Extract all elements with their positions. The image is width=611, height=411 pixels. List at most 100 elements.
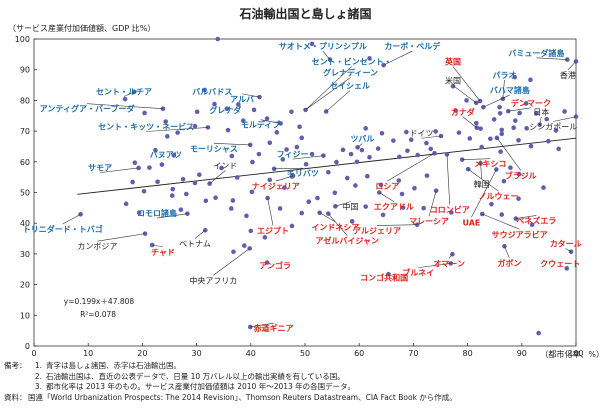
source-text: 国連「World Urbanization Prospects: The 201… [28, 392, 457, 402]
x-tick-label: 70 [408, 349, 418, 358]
data-point [228, 206, 234, 211]
data-point [414, 222, 420, 228]
point-label: キリバツ [287, 169, 319, 178]
data-point [299, 135, 305, 141]
y-tick-label: 90 [20, 66, 30, 75]
point-label: バミューダ諸島 [508, 48, 564, 58]
note-text: 青字は島しょ諸国、赤字は石油輸出国。 [46, 361, 181, 370]
leader-line [267, 197, 274, 226]
leader-line [152, 244, 164, 248]
leader-line [250, 322, 274, 328]
point-label: マレーシア [409, 217, 449, 226]
leader-line [508, 107, 532, 112]
leader-line [325, 90, 351, 112]
data-point [517, 110, 522, 116]
point-label: アルバ [230, 95, 254, 104]
x-tick-label: 100 [568, 349, 583, 358]
leader-line [274, 167, 303, 170]
data-point [344, 175, 350, 181]
data-point [194, 109, 200, 115]
note-number: 3. [34, 382, 42, 391]
point-label: 中央アフリカ [189, 275, 237, 285]
leader-line [275, 175, 294, 182]
point-label: セイシェル [330, 82, 370, 91]
data-point [523, 101, 529, 106]
point-label: バルバドス [192, 87, 232, 96]
point-label: ノルウェー [478, 192, 518, 201]
point-label: サウジアラビア [492, 229, 548, 239]
leader-line [87, 103, 164, 109]
data-point [396, 178, 402, 183]
note-number: 1. [34, 361, 42, 370]
data-point [215, 36, 221, 42]
data-point [280, 157, 286, 162]
point-label: ブルネイ [402, 268, 434, 278]
data-point [453, 108, 458, 113]
data-point [184, 191, 189, 197]
y-tick-label: 20 [20, 281, 30, 290]
point-label: コンゴ共和国 [360, 273, 408, 283]
data-point [240, 118, 246, 123]
data-point [556, 146, 561, 152]
axes [33, 38, 577, 347]
data-point [367, 56, 372, 61]
data-point [159, 162, 165, 167]
data-point [282, 185, 287, 190]
data-point [404, 129, 409, 135]
leader-line [536, 57, 568, 60]
data-point [332, 190, 338, 196]
leader-line [292, 155, 324, 160]
leader-line [418, 263, 451, 268]
y-tick-label: 0 [25, 342, 30, 351]
point-label: カナダ [451, 107, 475, 117]
data-point [359, 147, 365, 153]
data-point [244, 213, 249, 219]
data-point [365, 173, 370, 179]
data-point [225, 127, 231, 133]
point-label: シンガポール [529, 121, 577, 131]
data-point [141, 188, 147, 194]
leader-line [483, 94, 511, 108]
data-point [424, 173, 430, 178]
x-axis-label: （都市化率、%） [540, 349, 604, 359]
data-point [499, 131, 505, 137]
data-point [229, 153, 235, 159]
point-label: ナイジェリア [252, 182, 300, 191]
data-point [309, 41, 315, 47]
data-point [524, 126, 529, 131]
point-label: オマーン [433, 259, 465, 268]
data-point [251, 107, 257, 113]
data-point [169, 193, 175, 198]
data-point [412, 185, 417, 191]
data-point [405, 148, 410, 154]
leader-line [496, 137, 521, 171]
leader-line [305, 66, 352, 111]
point-label: アンゴラ [259, 260, 291, 270]
point-label: サオトメ・プリンシプル [279, 41, 367, 51]
leader-line [565, 248, 572, 253]
leader-line [387, 152, 435, 182]
data-point [180, 176, 186, 182]
data-point [165, 134, 170, 139]
trendline-r2: R²=0.078 [80, 310, 116, 319]
leader-line [448, 254, 453, 259]
source-row: 資料： 国連「World Urbanization Prospects: The … [4, 393, 457, 404]
point-label: トリニダード・トバゴ [23, 224, 103, 234]
leader-line [146, 127, 209, 132]
leader-line [322, 50, 331, 60]
leader-line [452, 66, 481, 102]
point-label: ロシア [375, 182, 399, 191]
leader-line [553, 116, 577, 122]
data-point [421, 205, 426, 211]
leader-line [462, 158, 491, 160]
data-point [379, 130, 385, 136]
point-label: セント・ルチア [96, 87, 152, 96]
leader-line [100, 167, 139, 173]
data-point [541, 185, 546, 190]
data-point [250, 159, 255, 165]
note-row-1: 備考： 1. 青字は島しょ諸国、赤字は石油輸出国。 [4, 361, 457, 372]
point-label: エクアドル [374, 202, 414, 212]
leader-line [515, 215, 537, 219]
data-point [277, 206, 283, 211]
data-point [175, 130, 180, 135]
